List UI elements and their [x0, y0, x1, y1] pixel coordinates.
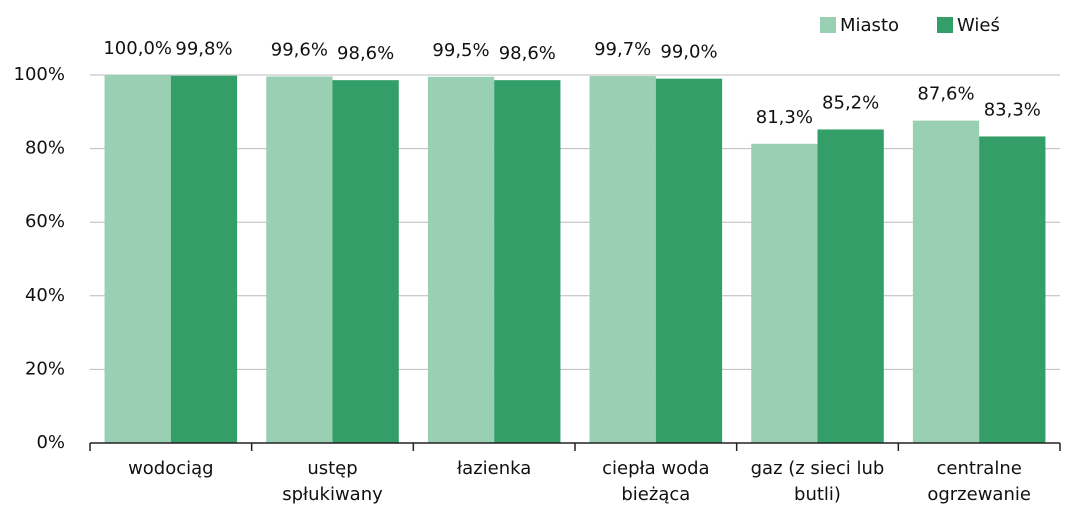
bar — [170, 75, 238, 444]
legend-label: Wieś — [957, 15, 1000, 36]
data-label: 99,8% — [175, 39, 232, 60]
data-label: 98,6% — [337, 43, 394, 64]
y-tick-label: 0% — [36, 432, 65, 453]
y-tick-label: 20% — [25, 358, 65, 379]
x-tick-label: gaz (z sieci lub butli) — [750, 458, 885, 505]
y-tick-label: 100% — [14, 64, 65, 85]
x-tick-label: ciepła woda bieżąca — [602, 458, 710, 505]
x-tick-label: wodociąg — [128, 458, 214, 479]
data-label: 81,3% — [756, 107, 813, 128]
bar — [655, 78, 723, 444]
bar — [427, 76, 495, 443]
bar — [266, 76, 333, 444]
bar — [817, 129, 884, 444]
data-label: 87,6% — [917, 84, 974, 105]
legend-swatch — [937, 17, 953, 33]
data-label: 98,6% — [499, 43, 556, 64]
y-tick-label: 60% — [25, 211, 65, 232]
y-tick-label: 40% — [25, 285, 65, 306]
bar — [332, 80, 399, 443]
x-tick-label: ustęp spłukiwany — [282, 458, 383, 505]
bar — [912, 120, 980, 443]
data-label: 99,6% — [271, 39, 328, 60]
bar — [751, 143, 818, 444]
bar — [589, 76, 656, 443]
legend-swatch — [820, 17, 836, 33]
bar — [494, 80, 561, 443]
data-label: 99,5% — [432, 40, 489, 61]
data-label: 100,0% — [103, 38, 172, 59]
data-label: 83,3% — [984, 99, 1041, 120]
bar — [104, 75, 171, 443]
x-tick-label: łazienka — [457, 458, 532, 479]
data-label: 85,2% — [822, 92, 879, 113]
data-label: 99,7% — [594, 39, 651, 60]
x-tick-label: centralne ogrzewanie — [927, 458, 1031, 505]
bar — [979, 136, 1046, 443]
data-label: 99,0% — [660, 42, 717, 63]
legend-label: Miasto — [840, 15, 899, 36]
y-tick-label: 80% — [25, 138, 65, 159]
